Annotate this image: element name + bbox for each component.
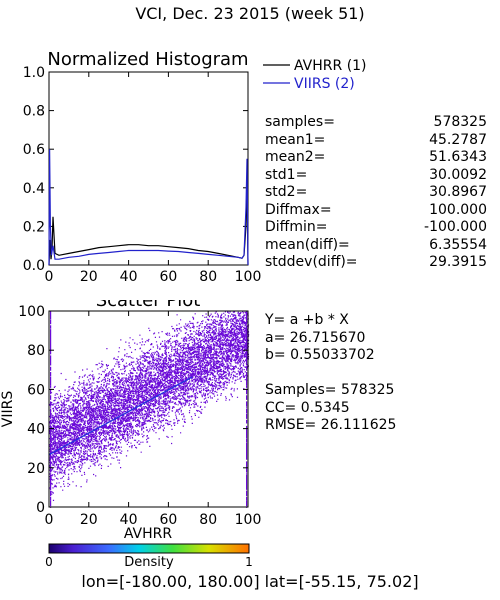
stat-row: mean2= 51.6343 [265, 149, 487, 167]
density-colorbar-label: Density [124, 555, 174, 570]
histogram-series-line-1 [48, 178, 249, 266]
regression-line-text: a= 26.715670 [265, 329, 366, 346]
scatter-x-tick-label: 20 [80, 512, 98, 528]
scatter-x-tick-label: 40 [120, 512, 138, 528]
stat-value: 45.2787 [429, 131, 487, 148]
footer-coordinates: lon=[-180.00, 180.00] lat=[-55.15, 75.02… [81, 572, 419, 591]
stat-value: 51.6343 [429, 149, 487, 165]
stat-row: samples= 578325 [265, 114, 487, 132]
stat-label: std2= [265, 184, 308, 200]
scatter-ylabel: VIIRS [0, 391, 16, 428]
regression-line-text: CC= 0.5345 [265, 399, 350, 416]
stat-row: mean1= 45.2787 [265, 132, 487, 150]
hist-x-tick-label: 100 [235, 269, 262, 285]
legend-entry: AVHRR (1) [294, 58, 367, 74]
hist-x-tick-label: 60 [159, 269, 177, 285]
legend-entry: VIIRS (2) [294, 76, 355, 92]
stat-value: 578325 [433, 114, 487, 130]
hist-x-tick-label: 20 [80, 269, 98, 285]
histogram-series-line-2 [48, 149, 249, 266]
hist-y-tick-label: 0.6 [23, 142, 45, 158]
stat-value: 30.0092 [429, 166, 487, 183]
scatter-y-tick-label: 80 [27, 343, 45, 359]
stat-row: Diffmin= -100.000 [265, 219, 487, 237]
stat-label: std1= [265, 166, 308, 183]
scatter-xlabel: AVHRR [124, 526, 173, 542]
scatter-x-tick-label: 100 [235, 512, 262, 528]
hist-y-tick-label: 0.4 [23, 181, 45, 197]
stat-value: 100.000 [429, 201, 487, 218]
scatter-y-tick-label: 60 [27, 382, 45, 398]
scatter-plot-frame [48, 310, 249, 508]
histogram-chart: Normalized Histogram 0 20 40 60 80 100 0.0 0.2 0… [23, 49, 367, 285]
stat-value: 30.8967 [429, 184, 487, 200]
stat-label: Diffmax= [265, 201, 332, 218]
scatter-points [49, 311, 250, 508]
page-title: VCI, Dec. 23 2015 (week 51) [135, 4, 365, 23]
regression-line-text: Samples= 578325 [265, 382, 395, 398]
scatter-y-tick-label: 40 [27, 422, 45, 438]
hist-x-tick-label: 40 [120, 269, 138, 285]
regression-line-text: b= 0.55033702 [265, 347, 375, 363]
hist-x-tick-label: 0 [45, 269, 54, 285]
regression-line-text: RMSE= 26.111625 [265, 417, 397, 433]
histogram-title: Normalized Histogram [47, 49, 248, 70]
scatter-x-tick-label: 80 [199, 512, 217, 528]
hist-y-tick-label: 1.0 [23, 65, 45, 81]
scatter-chart: Scatter Plot 0 20 40 60 80 100 0 20 40 60 80 100 AV… [0, 300, 262, 570]
stat-row: std1= 30.0092 [265, 167, 487, 185]
hist-x-tick-label: 80 [199, 269, 217, 285]
stat-label: mean1= [265, 131, 326, 148]
scatter-point-cloud [49, 311, 250, 508]
stat-label: mean(diff)= [265, 236, 350, 253]
hist-y-tick-label: 0.0 [23, 258, 45, 274]
scatter-title: Scatter Plot [96, 300, 201, 311]
stat-row: Diffmax= 100.000 [265, 202, 487, 220]
density-max-label: 1 [245, 555, 253, 569]
regression-line [48, 376, 193, 456]
histogram-plot-frame [48, 71, 249, 266]
stat-row: std2= 30.8967 [265, 184, 487, 202]
stat-label: mean2= [265, 149, 326, 165]
regression-line-text: Y= a +b * X [265, 312, 349, 328]
stat-row: stddev(diff)= 29.3915 [265, 254, 487, 272]
stat-row: mean(diff)= 6.35554 [265, 237, 487, 255]
stat-label: stddev(diff)= [265, 254, 358, 270]
stat-label: samples= [265, 114, 335, 130]
stat-label: Diffmin= [265, 219, 328, 235]
scatter-y-tick-label: 0 [36, 500, 45, 516]
regression-line-text [265, 365, 495, 383]
hist-y-tick-label: 0.2 [23, 219, 45, 235]
stat-value: 6.35554 [429, 236, 487, 253]
density-colorbar [48, 543, 250, 554]
histogram-stats: samples= 578325 mean1= 45.2787 mean2= 51.6343… [265, 114, 487, 272]
density-min-label: 0 [45, 555, 53, 569]
stat-value: -100.000 [424, 219, 487, 235]
scatter-x-tick-label: 0 [45, 512, 54, 528]
scatter-y-tick-label: 20 [27, 461, 45, 477]
scatter-y-tick-label: 100 [18, 304, 45, 320]
scatter-x-tick-label: 60 [159, 512, 177, 528]
hist-y-tick-label: 0.8 [23, 104, 45, 120]
stat-value: 29.3915 [429, 254, 487, 270]
